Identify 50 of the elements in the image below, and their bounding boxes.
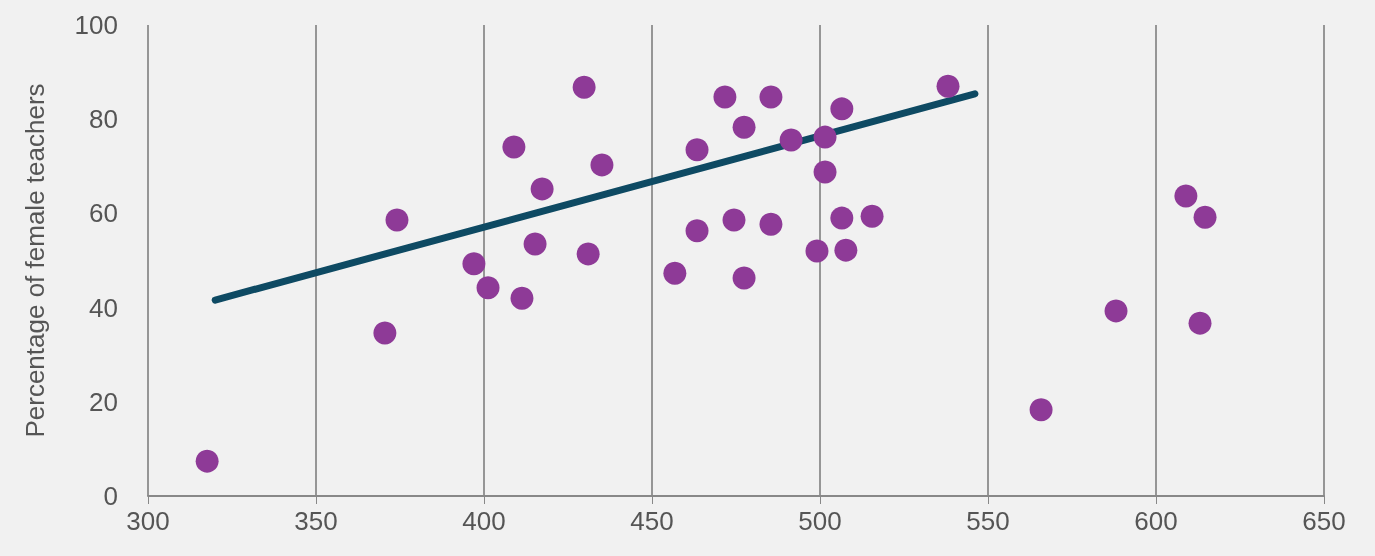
- point: [510, 286, 534, 310]
- y-tick-label: 20: [89, 386, 118, 417]
- point: [813, 125, 837, 149]
- point: [685, 219, 709, 243]
- point: [1029, 398, 1053, 422]
- y-axis-title: Percentage of female teachers: [20, 83, 50, 438]
- point: [1193, 205, 1217, 229]
- point: [523, 232, 547, 256]
- point: [732, 115, 756, 139]
- x-tick-label: 300: [126, 506, 170, 536]
- point: [1188, 311, 1212, 335]
- x-tick-label: 350: [294, 506, 338, 536]
- point: [830, 206, 854, 230]
- x-tick-label: 450: [630, 506, 674, 536]
- point: [779, 128, 803, 152]
- x-tick-label: 550: [966, 506, 1010, 536]
- point: [502, 135, 526, 159]
- point: [576, 242, 600, 266]
- point: [936, 74, 960, 98]
- point: [685, 138, 709, 162]
- y-tick-label: 80: [89, 104, 118, 135]
- point: [476, 276, 500, 300]
- point: [1174, 184, 1198, 208]
- point: [834, 238, 858, 262]
- point: [830, 97, 854, 121]
- x-tick-label: 500: [798, 506, 842, 536]
- x-tick-label: 650: [1302, 506, 1346, 536]
- point: [195, 449, 219, 473]
- point: [663, 261, 687, 285]
- point: [805, 239, 829, 263]
- point: [713, 85, 737, 109]
- point: [759, 212, 783, 236]
- point: [722, 208, 746, 232]
- point: [759, 85, 783, 109]
- point: [373, 321, 397, 345]
- point: [1104, 299, 1128, 323]
- point: [590, 153, 614, 177]
- point: [732, 266, 756, 290]
- y-tick-label: 100: [74, 10, 118, 40]
- point: [530, 177, 554, 201]
- y-tick-label: 60: [89, 198, 118, 229]
- point: [860, 204, 884, 228]
- x-tick-label: 400: [462, 506, 506, 536]
- x-tick-label: 600: [1134, 506, 1178, 536]
- point: [462, 252, 486, 276]
- point: [572, 75, 596, 99]
- point: [813, 160, 837, 184]
- y-tick-label: 40: [89, 292, 118, 323]
- point: [385, 208, 409, 232]
- y-tick-label: 0: [103, 481, 118, 511]
